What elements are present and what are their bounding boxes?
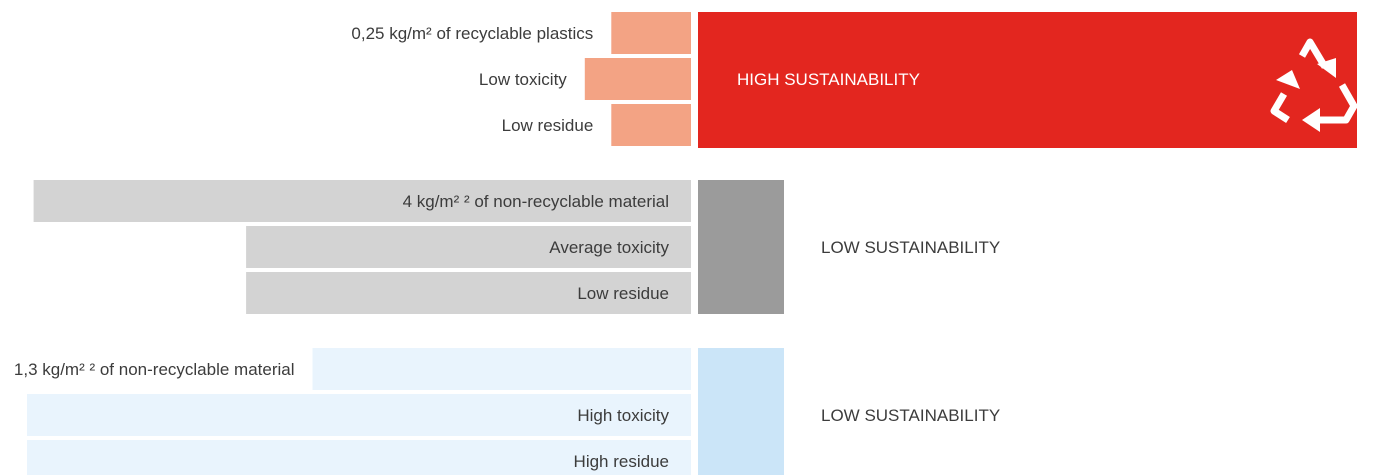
bar-label: Low residue: [577, 284, 669, 303]
bar: [27, 440, 691, 475]
bar: [611, 104, 691, 146]
bar: [27, 394, 691, 436]
bar-label: 1,3 kg/m² ² of non-recyclable material: [14, 360, 295, 379]
bar-label: 4 kg/m² ² of non-recyclable material: [403, 192, 669, 211]
bar: [246, 226, 691, 268]
bar-label: Low toxicity: [479, 70, 567, 89]
bar: [584, 58, 691, 100]
rating-label: HIGH SUSTAINABILITY: [737, 70, 920, 89]
recycle-arm: [1270, 92, 1290, 123]
bar: [611, 12, 691, 54]
bar-label: High residue: [574, 452, 669, 471]
recycle-arrowhead: [1276, 70, 1300, 89]
recycle-icon: [1270, 38, 1358, 132]
rating-label: LOW SUSTAINABILITY: [821, 238, 1000, 257]
bar-group-1: 0,25 kg/m² of recyclable plastics Low tox…: [351, 12, 1358, 148]
bar-group-2: 4 kg/m² ² of non-recyclable material Aver…: [33, 180, 1000, 314]
recycle-arrowhead: [1302, 108, 1320, 132]
bar: [33, 180, 692, 222]
recycle-arm: [1298, 38, 1329, 69]
bar-label: Average toxicity: [549, 238, 669, 257]
bar-label: High toxicity: [577, 406, 669, 425]
rating-block: [698, 348, 784, 475]
bar: [312, 348, 691, 390]
bar: [246, 272, 691, 314]
rating-block: [698, 180, 784, 314]
recycle-arm: [1318, 83, 1358, 124]
bar-label: Low residue: [502, 116, 594, 135]
rating-block: [698, 12, 1357, 148]
recycle-arrowhead: [1317, 58, 1336, 78]
chart-marks: 0,25 kg/m² of recyclable plastics Low tox…: [14, 12, 1358, 475]
rating-label: LOW SUSTAINABILITY: [821, 406, 1000, 425]
bar-label: 0,25 kg/m² of recyclable plastics: [351, 24, 593, 43]
bar-group-3: 1,3 kg/m² ² of non-recyclable material Hi…: [14, 348, 1000, 475]
